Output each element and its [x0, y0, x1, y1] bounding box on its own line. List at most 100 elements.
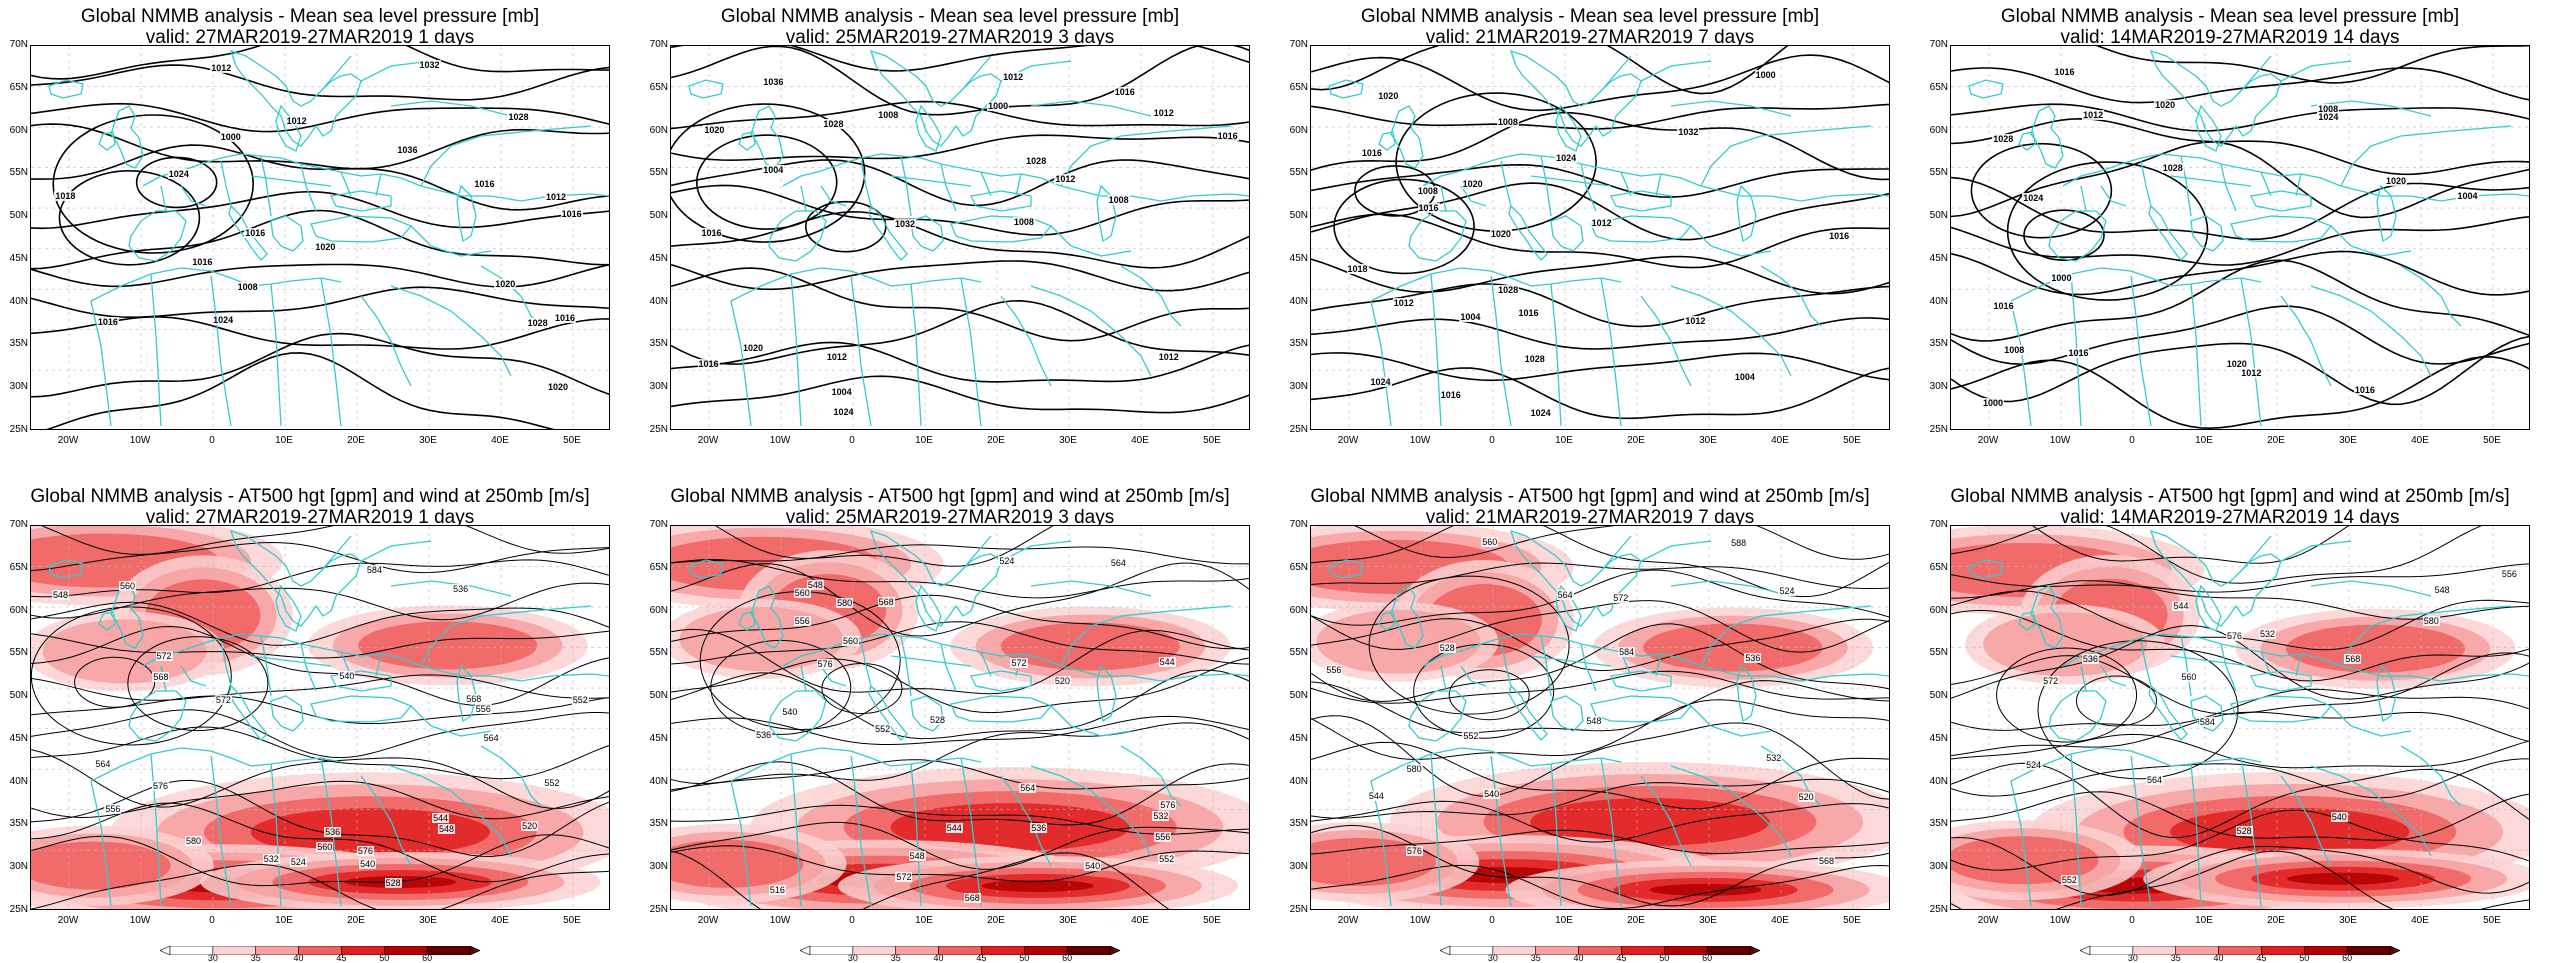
isobar [1951, 176, 2529, 241]
coastline [1328, 79, 1364, 99]
height-contour [671, 821, 1249, 870]
coastline [480, 745, 542, 807]
coastline [1610, 190, 1672, 212]
height-contour [1951, 609, 2529, 682]
coastline [1508, 684, 1548, 741]
contour-label: 536 [755, 729, 773, 740]
isobar-closed [52, 114, 255, 254]
coastline [868, 684, 908, 741]
coastline [1440, 635, 1662, 697]
latitude-tick-label: 45N [1289, 732, 1308, 744]
contour-label: 572 [2042, 676, 2060, 687]
latitude-tick-label: 65N [649, 561, 668, 573]
latitude-tick-label: 60N [9, 124, 28, 136]
contour-label: 580 [2422, 616, 2440, 627]
contour-label: 1012 [1054, 173, 1077, 184]
coastline [456, 184, 477, 243]
panel-title-text: Global NMMB analysis - AT500 hgt [gpm] a… [1310, 486, 1870, 507]
coastline [275, 584, 302, 632]
coastline [800, 155, 1022, 217]
panel-title-text: Global NMMB analysis - Mean sea level pr… [1360, 6, 1820, 27]
panel-title-text: Global NMMB analysis - Mean sea level pr… [2000, 6, 2460, 27]
wind-speed-colorbar [799, 942, 1121, 956]
coastline [2376, 184, 2397, 243]
height-contour [1311, 562, 1889, 590]
isobar-closed [2006, 161, 2209, 301]
height-contour [31, 780, 609, 820]
contour-label: 1000 [2050, 273, 2073, 284]
isobar [671, 184, 1249, 236]
contour-label: 564 [1556, 589, 1574, 600]
contour-label: 532 [1765, 752, 1783, 763]
latitude-tick-label: 40N [649, 775, 668, 787]
height-contour [1951, 624, 2529, 700]
contour-label: 1020 [1377, 90, 1400, 101]
contour-label: 568 [2344, 654, 2362, 665]
longitude-tick-label: 20W [57, 435, 79, 446]
contour-label: 1012 [1590, 217, 1613, 228]
coastline [768, 210, 827, 262]
contour-label: 1008 [1107, 195, 1130, 206]
coastline [1370, 747, 1622, 782]
height-contour [1951, 652, 2529, 715]
height-contour [671, 715, 1249, 745]
contour-label: 1008 [1416, 186, 1439, 197]
longitude-tick-label: 20E [987, 915, 1005, 926]
panel-title: Global NMMB analysis - Mean sea level pr… [0, 6, 620, 48]
longitude-tick-label: 30E [2339, 435, 2357, 446]
isobar [2095, 46, 2529, 84]
contour-label: 560 [316, 841, 334, 852]
coastline [2195, 104, 2222, 152]
contour-label: 568 [1818, 856, 1836, 867]
wind-speed-shading [2285, 624, 2466, 673]
coastline [1508, 204, 1548, 261]
contour-label: 1020 [741, 343, 764, 354]
coastline [730, 753, 982, 907]
coastline [142, 153, 609, 202]
panel-title: Global NMMB analysis - Mean sea level pr… [640, 6, 1260, 48]
coastline [1736, 184, 1757, 243]
height-contour-closed [2076, 675, 2158, 727]
longitude-tick-label: 0 [209, 435, 215, 446]
height-contour-closed [2037, 640, 2239, 780]
longitude-tick-label: 0 [2129, 915, 2135, 926]
longitude-tick-label: 30E [1059, 915, 1077, 926]
contour-label: 548 [806, 580, 824, 591]
contour-label: 1012 [285, 115, 308, 126]
contour-label: 1004 [762, 165, 785, 176]
contour-label: 1020 [494, 278, 517, 289]
height-contour [31, 630, 609, 659]
contour-label: 568 [465, 694, 483, 705]
height-contour [671, 669, 1249, 740]
colorbar-tick-label: 50 [2299, 953, 2310, 963]
colorbar-tick-label: 45 [336, 953, 347, 963]
contour-label: 552 [1158, 853, 1176, 864]
coastline [320, 535, 512, 597]
contour-label: 1016 [1216, 131, 1239, 142]
coastline [1390, 105, 1424, 169]
contour-label: 1032 [1677, 126, 1700, 137]
isobar [1311, 163, 1889, 198]
isobar [1311, 367, 1889, 420]
contour-label: 536 [324, 827, 342, 837]
contour-label: 1024 [212, 314, 235, 325]
isobar [1311, 46, 1789, 95]
longitude-tick-label: 20W [57, 915, 79, 926]
colorbar-tick-label: 60 [2342, 953, 2353, 963]
longitude-tick-label: 30E [419, 915, 437, 926]
height-contour-closed [821, 662, 903, 714]
contour-label: 1016 [1360, 147, 1383, 158]
longitude-tick-label: 40E [1771, 435, 1789, 446]
contour-label: 524 [289, 856, 307, 867]
contour-label: 1012 [1002, 71, 1025, 82]
longitude-tick-label: 40E [2411, 915, 2429, 926]
isobar-closed [1333, 178, 1475, 275]
coastline [110, 585, 144, 649]
coastline [782, 153, 1249, 202]
latitude-tick-label: 30N [1929, 381, 1948, 393]
latitude-tick-label: 40N [1929, 775, 1948, 787]
contour-label: 1012 [210, 62, 233, 73]
height-contour [1311, 829, 1889, 855]
contour-label: 556 [104, 804, 122, 815]
contour-label: 580 [184, 836, 202, 847]
